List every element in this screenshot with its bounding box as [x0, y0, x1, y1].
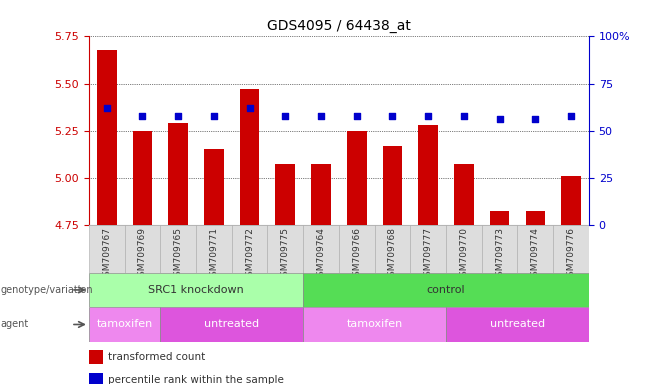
Point	[137, 113, 147, 119]
Text: GSM709775: GSM709775	[281, 227, 290, 282]
Point	[566, 113, 576, 119]
Text: untreated: untreated	[490, 319, 545, 329]
Text: GSM709766: GSM709766	[352, 227, 361, 282]
Bar	[446, 225, 482, 273]
Text: GSM709768: GSM709768	[388, 227, 397, 282]
Text: GSM709770: GSM709770	[459, 227, 468, 282]
Text: tamoxifen: tamoxifen	[97, 319, 153, 329]
Point	[280, 113, 291, 119]
Bar	[89, 373, 103, 384]
Bar	[303, 307, 446, 342]
Bar	[311, 164, 331, 225]
Point	[351, 113, 362, 119]
Bar	[303, 225, 339, 273]
Bar	[89, 225, 124, 273]
Text: control: control	[427, 285, 465, 295]
Bar	[161, 225, 196, 273]
Bar	[339, 225, 374, 273]
Text: untreated: untreated	[204, 319, 259, 329]
Point	[101, 105, 112, 111]
Point	[530, 116, 541, 122]
Point	[423, 113, 434, 119]
Bar	[561, 176, 581, 225]
Text: GSM709769: GSM709769	[138, 227, 147, 282]
Point	[209, 113, 219, 119]
Bar	[89, 350, 103, 364]
Bar	[124, 225, 161, 273]
Text: transformed count: transformed count	[108, 352, 205, 362]
Bar	[482, 225, 517, 273]
Bar	[133, 131, 152, 225]
Text: GSM709771: GSM709771	[209, 227, 218, 282]
Bar	[89, 273, 303, 307]
Bar	[97, 50, 116, 225]
Bar	[161, 307, 303, 342]
Text: tamoxifen: tamoxifen	[347, 319, 403, 329]
Point	[459, 113, 469, 119]
Text: GSM709767: GSM709767	[102, 227, 111, 282]
Text: GSM709773: GSM709773	[495, 227, 504, 282]
Point	[494, 116, 505, 122]
Text: GSM709764: GSM709764	[316, 227, 326, 282]
Bar	[168, 123, 188, 225]
Bar	[490, 212, 509, 225]
Text: GSM709777: GSM709777	[424, 227, 433, 282]
Bar	[89, 307, 161, 342]
Bar	[240, 89, 259, 225]
Text: genotype/variation: genotype/variation	[1, 285, 93, 295]
Bar	[374, 225, 411, 273]
Text: GSM709774: GSM709774	[531, 227, 540, 282]
Bar	[517, 225, 553, 273]
Bar	[276, 164, 295, 225]
Bar	[454, 164, 474, 225]
Text: agent: agent	[1, 319, 29, 329]
Text: SRC1 knockdown: SRC1 knockdown	[148, 285, 244, 295]
Bar	[526, 212, 545, 225]
Text: percentile rank within the sample: percentile rank within the sample	[108, 375, 284, 384]
Point	[244, 105, 255, 111]
Text: GSM709772: GSM709772	[245, 227, 254, 282]
Title: GDS4095 / 64438_at: GDS4095 / 64438_at	[267, 19, 411, 33]
Bar	[303, 273, 589, 307]
Bar	[204, 149, 224, 225]
Text: GSM709765: GSM709765	[174, 227, 183, 282]
Bar	[411, 225, 446, 273]
Point	[387, 113, 397, 119]
Bar	[196, 225, 232, 273]
Bar	[347, 131, 367, 225]
Point	[173, 113, 184, 119]
Bar	[446, 307, 589, 342]
Bar	[232, 225, 267, 273]
Text: GSM709776: GSM709776	[567, 227, 576, 282]
Bar	[267, 225, 303, 273]
Point	[316, 113, 326, 119]
Bar	[382, 146, 402, 225]
Bar	[553, 225, 589, 273]
Bar	[418, 125, 438, 225]
